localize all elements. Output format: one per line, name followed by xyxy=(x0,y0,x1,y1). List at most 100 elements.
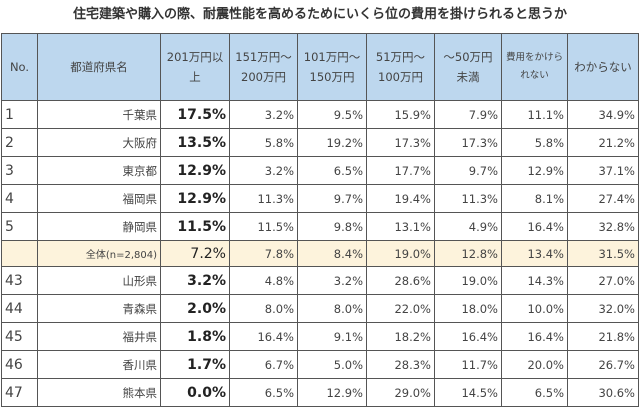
value-cell: 9.1% xyxy=(297,322,367,351)
value-cell: 12.9% xyxy=(297,378,367,407)
table-title: 住宅建築や購入の際、耐震性能を高めるためにいくら位の費用を掛けられると思うか xyxy=(72,7,567,22)
value-cell: 7.8% xyxy=(229,240,298,267)
rank-cell: 4 xyxy=(1,184,38,213)
column-header: No. xyxy=(1,33,38,101)
column-header: 201万円以上 xyxy=(160,33,230,101)
value-cell: 8.0% xyxy=(297,294,367,323)
value-cell: 19.2% xyxy=(297,128,367,157)
value-cell: 12.9% xyxy=(160,156,230,185)
value-cell: 19.0% xyxy=(366,240,435,267)
prefecture-cell: 千葉県 xyxy=(37,100,161,129)
value-cell: 29.0% xyxy=(366,378,435,407)
table-row: 46 香川県 1.7% 6.7% 5.0% 28.3% 11.7% 20.0% 26.7% xyxy=(1,350,639,379)
table-row: 3 東京都 12.9% 3.2% 6.5% 17.7% 9.7% 12.9% 37.1% xyxy=(1,156,639,185)
value-cell: 14.3% xyxy=(501,266,568,295)
value-cell: 4.9% xyxy=(434,212,502,241)
table-row: 44 青森県 2.0% 8.0% 8.0% 22.0% 18.0% 10.0% 32.0% xyxy=(1,294,639,323)
value-cell: 11.5% xyxy=(229,212,298,241)
rank-cell: 5 xyxy=(1,212,38,241)
value-cell: 17.5% xyxy=(160,100,230,129)
value-cell: 3.2% xyxy=(160,266,230,295)
table-row: 1 千葉県 17.5% 3.2% 9.5% 15.9% 7.9% 11.1% 34.9% xyxy=(1,100,639,129)
value-cell: 5.0% xyxy=(297,350,367,379)
value-cell: 28.3% xyxy=(366,350,435,379)
column-header: 101万円～150万円 xyxy=(297,33,367,101)
header-row: No. 都道府県名 201万円以上 151万円～200万円 101万円～150万円 51万… xyxy=(1,33,639,101)
value-cell: 11.5% xyxy=(160,212,230,241)
rank-cell xyxy=(1,240,38,267)
value-cell: 14.5% xyxy=(434,378,502,407)
value-cell: 19.4% xyxy=(366,184,435,213)
value-cell: 1.7% xyxy=(160,350,230,379)
total-row: 全体(n=2,804) 7.2% 7.8% 8.4% 19.0% 12.8% 13.4% 31… xyxy=(1,240,639,267)
prefecture-cell: 静岡県 xyxy=(37,212,161,241)
value-cell: 1.8% xyxy=(160,322,230,351)
value-cell: 31.5% xyxy=(567,240,639,267)
value-cell: 21.8% xyxy=(567,322,639,351)
value-cell: 32.0% xyxy=(567,294,639,323)
value-cell: 7.9% xyxy=(434,100,502,129)
value-cell: 16.4% xyxy=(501,212,568,241)
value-cell: 5.8% xyxy=(229,128,298,157)
column-header: 都道府県名 xyxy=(37,33,161,101)
column-header: わからない xyxy=(567,33,639,101)
table-row: 2 大阪府 13.5% 5.8% 19.2% 17.3% 17.3% 5.8% 21.2% xyxy=(1,128,639,157)
table-row: 4 福岡県 12.9% 11.3% 9.7% 19.4% 11.3% 8.1% 27.4% xyxy=(1,184,639,213)
column-header: 151万円～200万円 xyxy=(229,33,298,101)
value-cell: 7.2% xyxy=(160,240,230,267)
value-cell: 32.8% xyxy=(567,212,639,241)
prefecture-cell: 青森県 xyxy=(37,294,161,323)
value-cell: 16.4% xyxy=(229,322,298,351)
table-row: 47 熊本県 0.0% 6.5% 12.9% 29.0% 14.5% 6.5% 30.6% xyxy=(1,378,639,407)
value-cell: 17.7% xyxy=(366,156,435,185)
column-header: ～50万円未満 xyxy=(434,33,502,101)
rank-cell: 44 xyxy=(1,294,38,323)
prefecture-cell: 香川県 xyxy=(37,350,161,379)
value-cell: 12.9% xyxy=(160,184,230,213)
value-cell: 6.5% xyxy=(229,378,298,407)
value-cell: 11.3% xyxy=(434,184,502,213)
rank-cell: 46 xyxy=(1,350,38,379)
rank-cell: 43 xyxy=(1,266,38,295)
rank-cell: 1 xyxy=(1,100,38,129)
value-cell: 9.8% xyxy=(297,212,367,241)
prefecture-cell: 大阪府 xyxy=(37,128,161,157)
value-cell: 3.2% xyxy=(229,156,298,185)
value-cell: 0.0% xyxy=(160,378,230,407)
value-cell: 22.0% xyxy=(366,294,435,323)
value-cell: 27.4% xyxy=(567,184,639,213)
value-cell: 21.2% xyxy=(567,128,639,157)
value-cell: 6.5% xyxy=(501,378,568,407)
rank-cell: 3 xyxy=(1,156,38,185)
value-cell: 18.2% xyxy=(366,322,435,351)
column-header: 費用をかけられない xyxy=(501,33,568,101)
value-cell: 26.7% xyxy=(567,350,639,379)
prefecture-cell: 福井県 xyxy=(37,322,161,351)
value-cell: 11.7% xyxy=(434,350,502,379)
value-cell: 8.4% xyxy=(297,240,367,267)
rank-cell: 2 xyxy=(1,128,38,157)
value-cell: 3.2% xyxy=(229,100,298,129)
value-cell: 19.0% xyxy=(434,266,502,295)
rank-cell: 47 xyxy=(1,378,38,407)
value-cell: 2.0% xyxy=(160,294,230,323)
value-cell: 16.4% xyxy=(434,322,502,351)
value-cell: 6.5% xyxy=(297,156,367,185)
value-cell: 9.5% xyxy=(297,100,367,129)
value-cell: 11.1% xyxy=(501,100,568,129)
value-cell: 9.7% xyxy=(434,156,502,185)
value-cell: 28.6% xyxy=(366,266,435,295)
value-cell: 37.1% xyxy=(567,156,639,185)
value-cell: 8.1% xyxy=(501,184,568,213)
table-row: 5 静岡県 11.5% 11.5% 9.8% 13.1% 4.9% 16.4% 32.8% xyxy=(1,212,639,241)
prefecture-cell: 全体(n=2,804) xyxy=(37,240,161,267)
table-row: 45 福井県 1.8% 16.4% 9.1% 18.2% 16.4% 16.4% 21.8% xyxy=(1,322,639,351)
value-cell: 15.9% xyxy=(366,100,435,129)
survey-table: No. 都道府県名 201万円以上 151万円～200万円 101万円～150万円 51万… xyxy=(1,33,639,407)
prefecture-cell: 熊本県 xyxy=(37,378,161,407)
value-cell: 8.0% xyxy=(229,294,298,323)
rank-cell: 45 xyxy=(1,322,38,351)
value-cell: 3.2% xyxy=(297,266,367,295)
prefecture-cell: 山形県 xyxy=(37,266,161,295)
value-cell: 13.1% xyxy=(366,212,435,241)
